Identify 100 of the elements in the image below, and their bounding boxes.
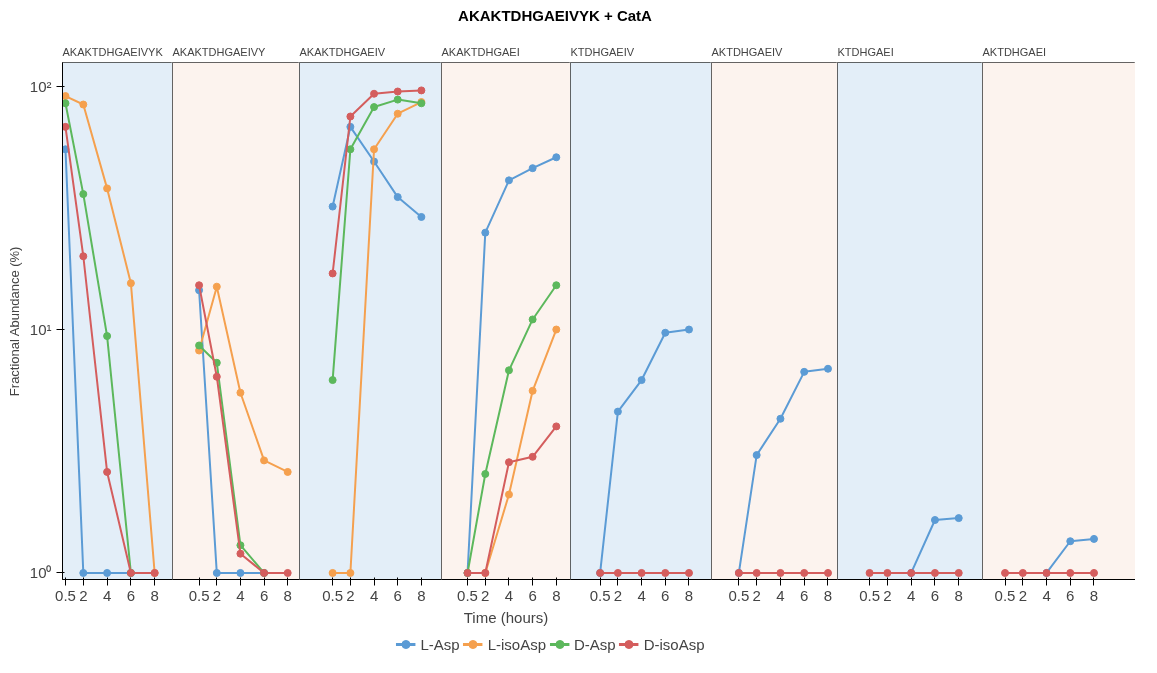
x-tick-label: 2 xyxy=(883,586,892,604)
point xyxy=(481,470,490,478)
x-tick-label: 8 xyxy=(684,586,694,604)
point xyxy=(552,325,561,334)
x-tick-label: 6 xyxy=(393,586,402,604)
chart-title: AKAKTDHGAEIVY xyxy=(172,45,267,58)
point xyxy=(613,407,622,416)
point xyxy=(393,193,402,202)
point xyxy=(212,282,221,291)
y-tick-label: 10¹ xyxy=(29,321,52,339)
point xyxy=(637,376,646,385)
x-tick-label: 4 xyxy=(1042,586,1051,604)
point xyxy=(752,451,761,460)
point xyxy=(370,89,379,98)
y-tick-label: 10² xyxy=(29,77,52,95)
point xyxy=(661,568,670,577)
point xyxy=(195,281,204,290)
point xyxy=(283,467,292,476)
x-tick-label: 6 xyxy=(1066,586,1075,604)
point xyxy=(504,366,513,375)
point xyxy=(370,145,379,154)
x-tick-label: 4 xyxy=(369,586,379,604)
point xyxy=(684,325,693,334)
x-tick-label: 8 xyxy=(1089,586,1099,604)
x-tick-label: 8 xyxy=(823,586,833,604)
point xyxy=(684,568,693,577)
point xyxy=(504,490,513,499)
chart-title: AKAKTDHGAEIVYK xyxy=(62,45,164,58)
x-tick-label: 0.5 xyxy=(322,586,344,604)
point xyxy=(236,549,245,558)
y-tick-label: 10⁰ xyxy=(29,564,52,582)
x-tick-label: 2 xyxy=(1018,586,1027,604)
point xyxy=(62,122,70,131)
legend-label: D-isoAsp xyxy=(643,635,705,653)
point xyxy=(328,568,337,577)
point xyxy=(346,145,355,154)
point xyxy=(212,372,221,381)
point xyxy=(103,568,112,577)
x-tick-label: 6 xyxy=(126,586,136,604)
x-tick-label: 0.5 xyxy=(728,586,750,604)
point xyxy=(126,279,135,288)
x-tick-label: 6 xyxy=(930,586,940,604)
point xyxy=(195,341,204,350)
point xyxy=(103,184,112,193)
chart-title: AKAKTDHGAEIV xyxy=(299,45,386,58)
point xyxy=(103,332,112,341)
point xyxy=(346,568,355,577)
point xyxy=(393,87,402,96)
x-tick-label: 8 xyxy=(283,586,292,604)
point xyxy=(823,364,832,373)
point xyxy=(417,86,426,95)
point xyxy=(103,467,112,476)
x-tick-label: 4 xyxy=(504,586,514,604)
x-tick-label: 6 xyxy=(800,586,809,604)
x-tick-label: 2 xyxy=(613,586,623,604)
point xyxy=(79,568,88,577)
x-tick-label: 2 xyxy=(79,586,88,604)
point xyxy=(613,568,622,577)
x-tick-label: 4 xyxy=(907,586,916,604)
point xyxy=(370,103,379,112)
x-tick-label: 6 xyxy=(259,586,269,604)
x-tick-label: 6 xyxy=(661,586,670,604)
point xyxy=(328,269,337,278)
chart-title: KTDHGAEIV xyxy=(570,45,635,58)
x-tick-label: 2 xyxy=(752,586,761,604)
chart-title: AKTDHGAEI xyxy=(982,45,1047,58)
point xyxy=(79,252,88,261)
point xyxy=(62,92,70,101)
point xyxy=(637,568,646,577)
point xyxy=(552,281,561,290)
point xyxy=(283,568,292,577)
point xyxy=(504,176,513,185)
x-tick-label: 4 xyxy=(637,586,646,604)
point xyxy=(417,212,426,221)
chart-title: AKAKTDHGAEI xyxy=(441,45,520,58)
text: AKAKTDHGAEIVYK + CatA xyxy=(458,6,652,26)
x-tick-label: 6 xyxy=(528,586,537,604)
point xyxy=(393,109,402,118)
x-tick-label: 0.5 xyxy=(859,586,881,604)
point xyxy=(79,190,88,199)
x-tick-label: 0.5 xyxy=(457,586,478,604)
point xyxy=(328,376,337,385)
point xyxy=(752,568,761,577)
y-axis-title: Fractional Abundance (%) xyxy=(6,246,22,397)
point xyxy=(236,568,245,577)
chart-title: KTDHGAEI xyxy=(837,45,894,58)
point xyxy=(776,414,785,423)
point xyxy=(481,228,490,237)
point xyxy=(393,95,402,104)
x-tick-label: 2 xyxy=(481,586,490,604)
x-axis-title: Time (hours) xyxy=(463,608,549,626)
x-tick-label: 4 xyxy=(776,586,785,604)
point xyxy=(62,99,70,108)
x-tick-label: 8 xyxy=(954,586,963,604)
point xyxy=(212,568,221,577)
point xyxy=(552,153,561,162)
chart-title: AKTDHGAEIV xyxy=(711,45,784,58)
point xyxy=(776,568,785,577)
x-tick-label: 0.5 xyxy=(994,586,1016,604)
x-tick-label: 0.5 xyxy=(55,586,76,604)
